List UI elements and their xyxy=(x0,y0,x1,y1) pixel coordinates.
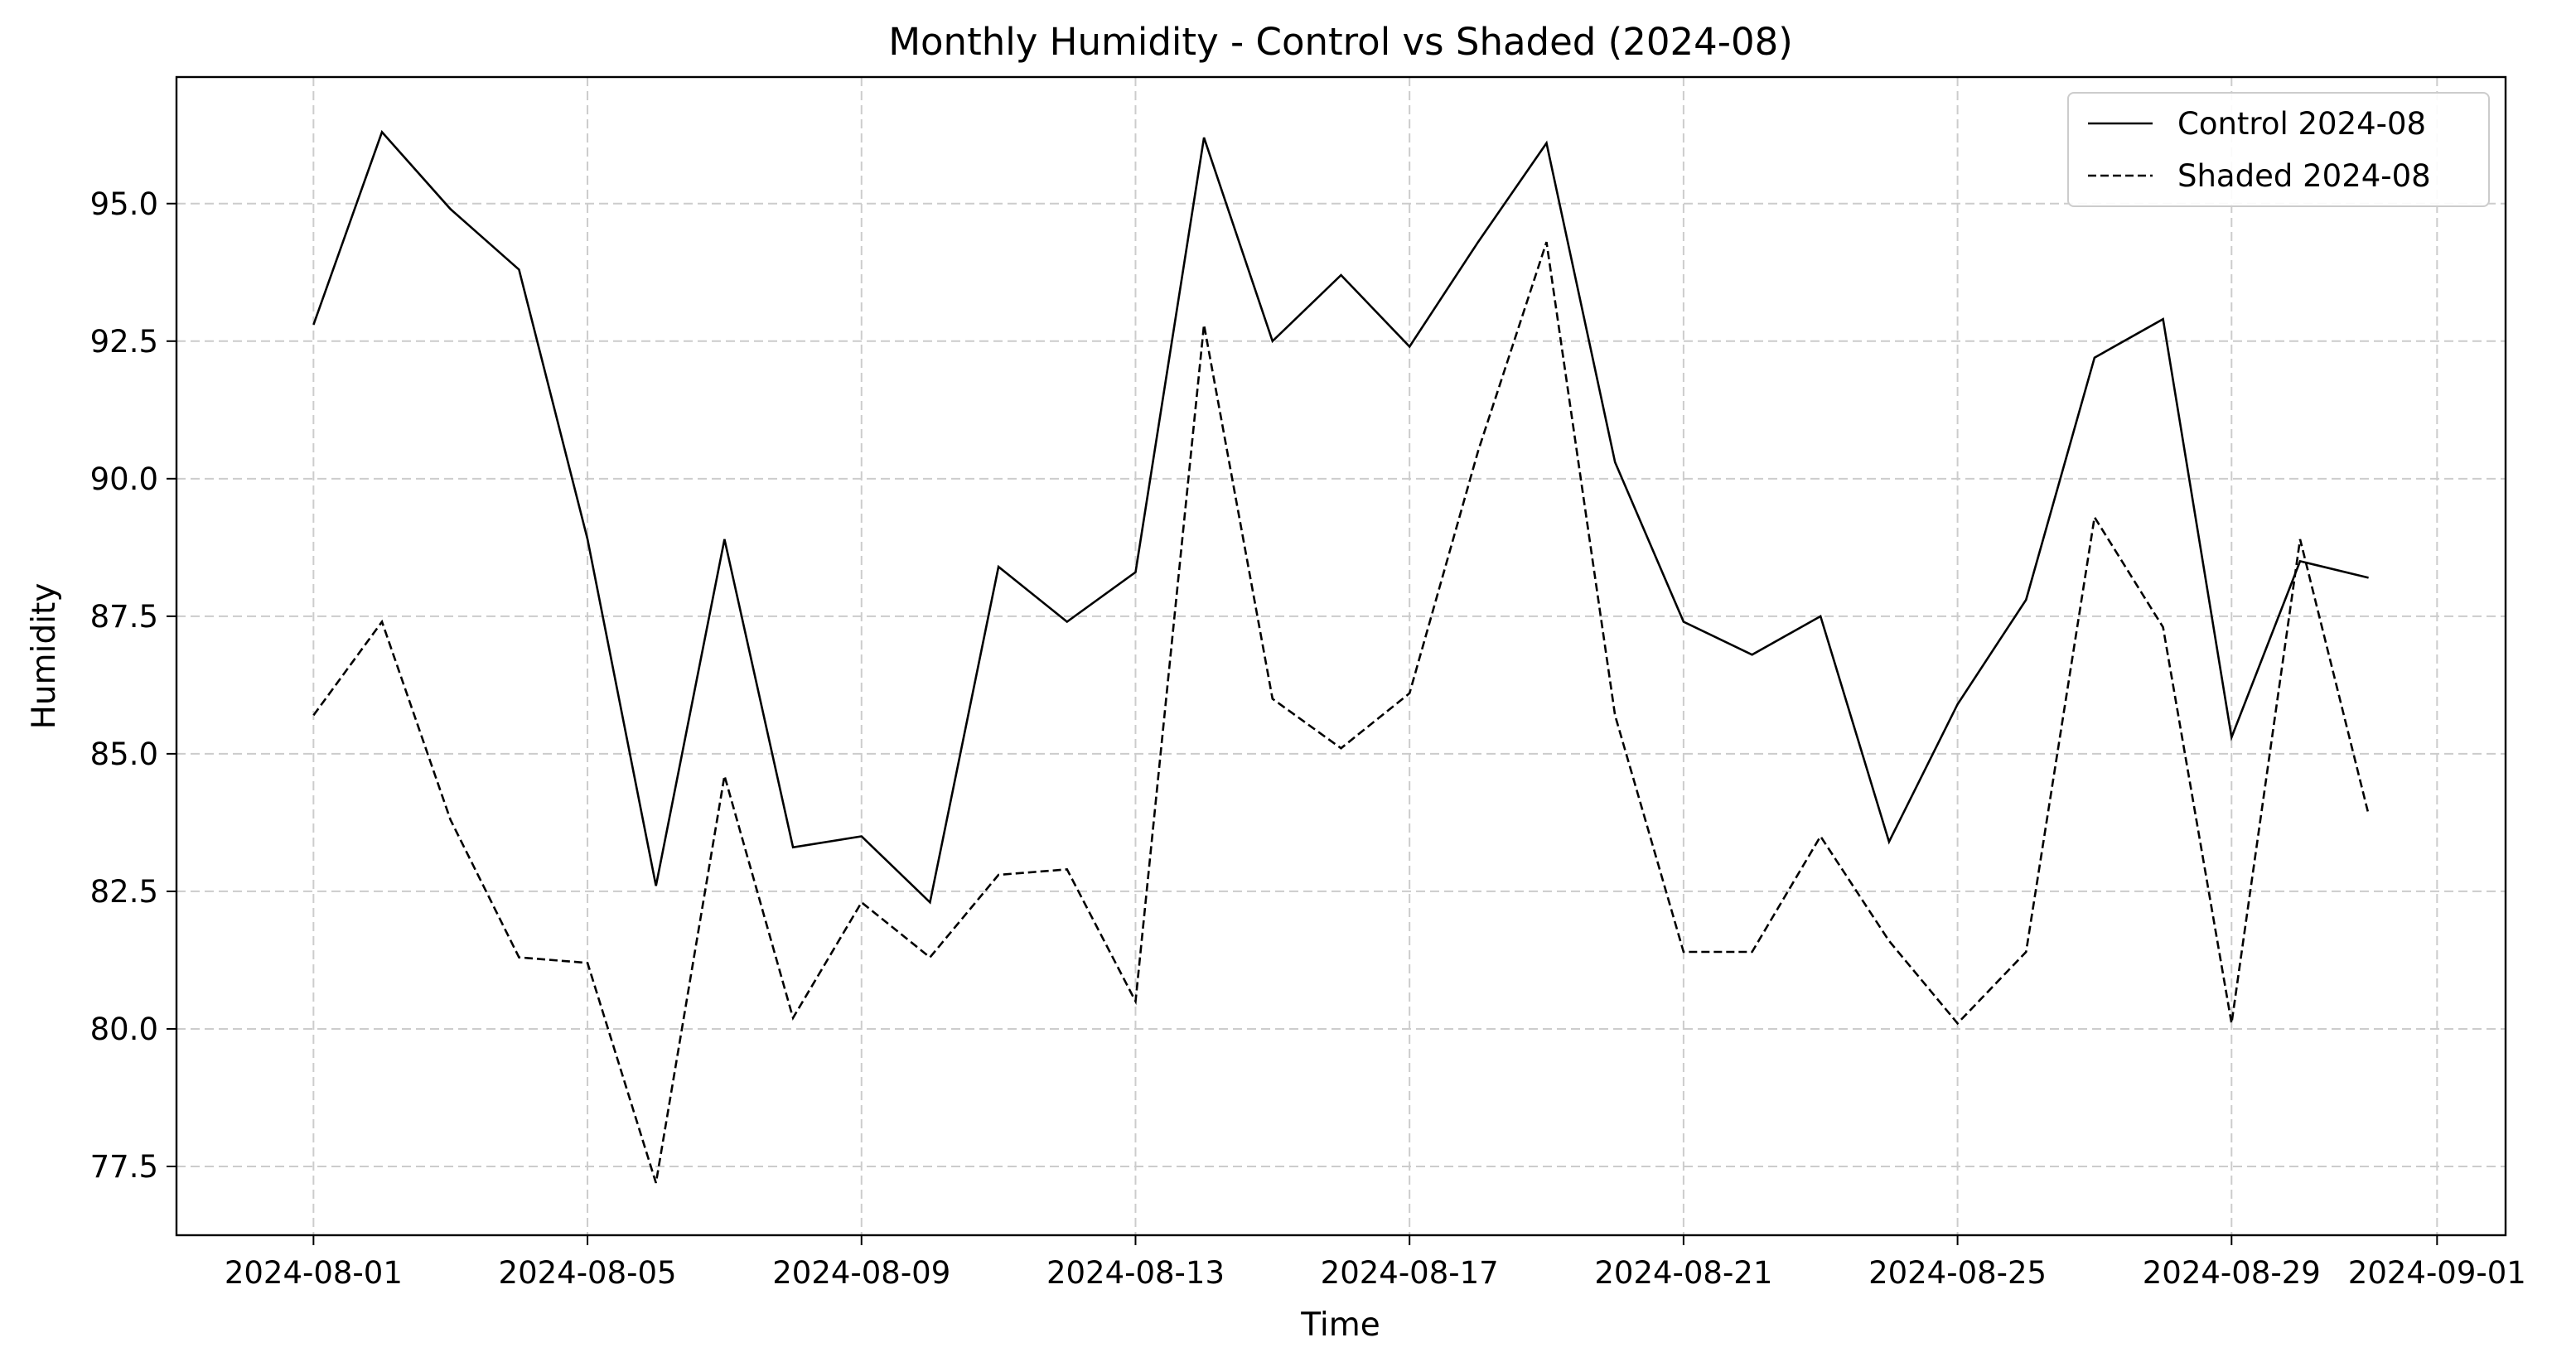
y-axis-title: Humidity xyxy=(26,583,63,730)
chart-title: Monthly Humidity - Control vs Shaded (20… xyxy=(888,20,1793,64)
control-series-line xyxy=(312,129,2369,905)
x-tick-label: 2024-09-01 xyxy=(2348,1255,2526,1291)
series-lines xyxy=(312,129,2370,1184)
y-tick-label: 95.0 xyxy=(90,186,158,222)
y-tick-label: 85.0 xyxy=(90,736,158,772)
plot-area-frame xyxy=(175,75,2507,1237)
x-tick-label: 2024-08-01 xyxy=(225,1255,403,1291)
y-tick-label: 90.0 xyxy=(90,461,158,497)
y-tick-label: 77.5 xyxy=(90,1149,158,1185)
x-tick-label: 2024-08-17 xyxy=(1321,1255,1499,1291)
legend-box xyxy=(2067,92,2490,207)
x-tick-label: 2024-08-29 xyxy=(2143,1255,2321,1291)
y-tick-label: 87.5 xyxy=(90,599,158,635)
legend-label-shaded: Shaded 2024-08 xyxy=(2177,158,2431,194)
x-tick-label: 2024-08-05 xyxy=(499,1255,677,1291)
y-tick-label: 82.5 xyxy=(90,874,158,910)
x-tick-label: 2024-08-09 xyxy=(772,1255,950,1291)
y-tick-label: 80.0 xyxy=(90,1012,158,1047)
legend: Control 2024-08 Shaded 2024-08 xyxy=(2067,92,2490,207)
grid-lines xyxy=(176,77,2506,1235)
x-axis-title: Time xyxy=(1300,1306,1380,1344)
shaded-series-line xyxy=(312,241,2370,1184)
legend-label-control: Control 2024-08 xyxy=(2177,106,2426,142)
y-tick-label: 92.5 xyxy=(90,324,158,360)
x-tick-label: 2024-08-21 xyxy=(1594,1255,1772,1291)
x-tick-label: 2024-08-25 xyxy=(1868,1255,2047,1291)
axis-ticks: 2024-08-01 2024-08-05 2024-08-09 2024-08-13… xyxy=(90,186,2526,1291)
x-tick-label: 2024-08-13 xyxy=(1046,1255,1225,1291)
